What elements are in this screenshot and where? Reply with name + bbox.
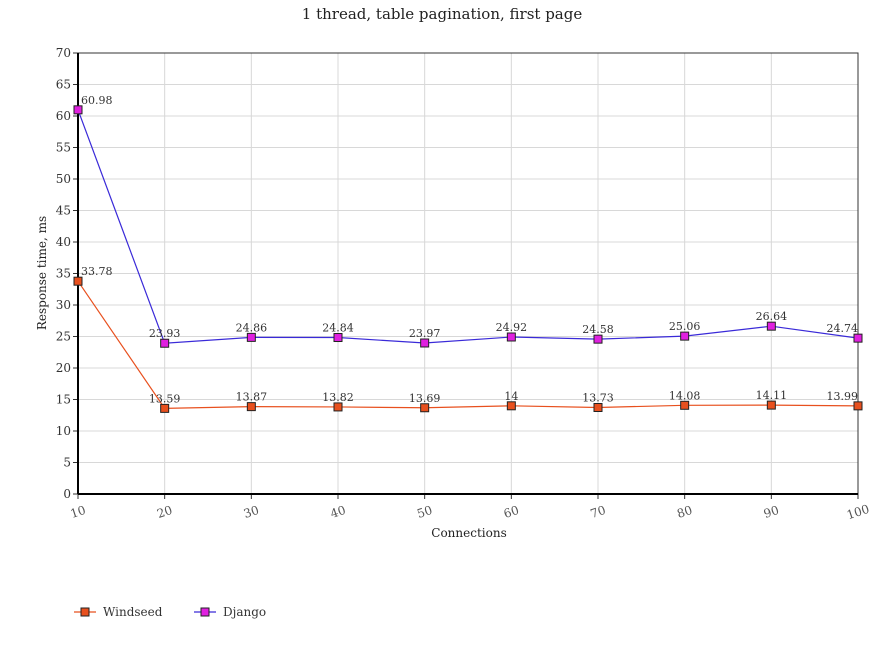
y-tick-label: 10: [56, 424, 71, 438]
data-label-windseed: 33.78: [81, 265, 113, 278]
y-tick-label: 20: [56, 361, 71, 375]
grid: [78, 53, 858, 494]
legend-marker: [200, 607, 210, 617]
data-label-windseed: 13.73: [582, 392, 614, 405]
x-tick-label: 100: [845, 502, 871, 522]
y-tick-label: 70: [56, 46, 71, 60]
x-tick-label: 90: [762, 503, 781, 521]
x-tick-label: 60: [502, 503, 521, 521]
legend-label-django: Django: [223, 605, 266, 619]
chart-title: 1 thread, table pagination, first page: [302, 5, 583, 23]
data-point-windseed: [160, 403, 170, 413]
data-label-django: 60.98: [81, 94, 113, 107]
data-labels: 33.78 13.59 13.87 13.82 13.69 14 13.73 14.08 14.…: [81, 94, 858, 406]
data-label-django: 24.92: [496, 321, 528, 334]
series-line-windseed: [77, 280, 859, 409]
data-point-windseed: [680, 400, 690, 410]
y-axis-title: Response time, ms: [35, 216, 49, 330]
data-point-windseed: [420, 403, 430, 413]
data-point-django: [420, 338, 430, 348]
data-point-django: [593, 334, 603, 344]
y-tick-label: 55: [56, 141, 71, 155]
data-point-windseed: [506, 401, 516, 411]
data-point-django: [73, 105, 83, 115]
x-tick-label: 10: [69, 503, 88, 521]
data-point-django: [160, 338, 170, 348]
data-point-django: [766, 321, 776, 331]
data-label-django: 25.06: [669, 320, 701, 333]
legend: Windseed Django: [74, 605, 266, 619]
x-tick-label: 20: [155, 503, 174, 521]
data-label-windseed: 13.99: [827, 390, 859, 403]
data-label-django: 24.58: [582, 323, 614, 336]
data-label-django: 23.97: [409, 327, 441, 340]
data-label-windseed: 14: [504, 390, 518, 403]
data-label-django: 24.84: [322, 322, 354, 335]
y-tick-label: 65: [56, 78, 71, 92]
x-tick-label: 80: [675, 503, 694, 521]
x-tick-label: 70: [589, 503, 608, 521]
legend-marker: [80, 607, 90, 617]
data-label-windseed: 13.59: [149, 392, 181, 405]
data-label-django: 23.93: [149, 327, 181, 340]
data-label-windseed: 14.08: [669, 389, 701, 402]
data-point-windseed: [73, 276, 83, 286]
data-label-windseed: 13.82: [322, 391, 354, 404]
data-point-django: [506, 332, 516, 342]
series-line-django: [77, 109, 859, 344]
y-tick-label: 60: [56, 109, 71, 123]
y-tick-label: 5: [63, 456, 71, 470]
data-point-windseed: [246, 402, 256, 412]
data-label-windseed: 13.69: [409, 392, 441, 405]
x-tick-label: 50: [415, 503, 434, 521]
x-tick-label: 40: [329, 503, 348, 521]
data-point-django: [853, 333, 863, 343]
data-label-windseed: 13.87: [236, 391, 268, 404]
x-axis-title: Connections: [431, 526, 506, 540]
data-label-django: 26.64: [756, 310, 788, 323]
y-tick-label: 15: [56, 393, 71, 407]
x-tick-label: 30: [242, 503, 261, 521]
y-tick-label: 30: [56, 298, 71, 312]
y-tick-label: 25: [56, 330, 71, 344]
data-label-django: 24.86: [236, 321, 268, 334]
data-point-django: [333, 333, 343, 343]
axes: 0 5 10 15 20 25 30 35 40 45 50 55 60 65 70 10 20 30 40 50 60…: [56, 46, 871, 522]
series-group: [73, 105, 863, 413]
data-point-django: [680, 331, 690, 341]
data-label-windseed: 14.11: [756, 389, 788, 402]
data-label-django: 24.74: [827, 322, 859, 335]
data-point-windseed: [853, 401, 863, 411]
data-point-windseed: [593, 403, 603, 413]
y-tick-label: 35: [56, 267, 71, 281]
y-tick-label: 45: [56, 204, 71, 218]
y-tick-label: 40: [56, 235, 71, 249]
data-point-django: [246, 332, 256, 342]
y-tick-label: 50: [56, 172, 71, 186]
legend-label-windseed: Windseed: [103, 605, 163, 619]
data-point-windseed: [766, 400, 776, 410]
data-point-windseed: [333, 402, 343, 412]
y-tick-label: 0: [63, 487, 71, 501]
